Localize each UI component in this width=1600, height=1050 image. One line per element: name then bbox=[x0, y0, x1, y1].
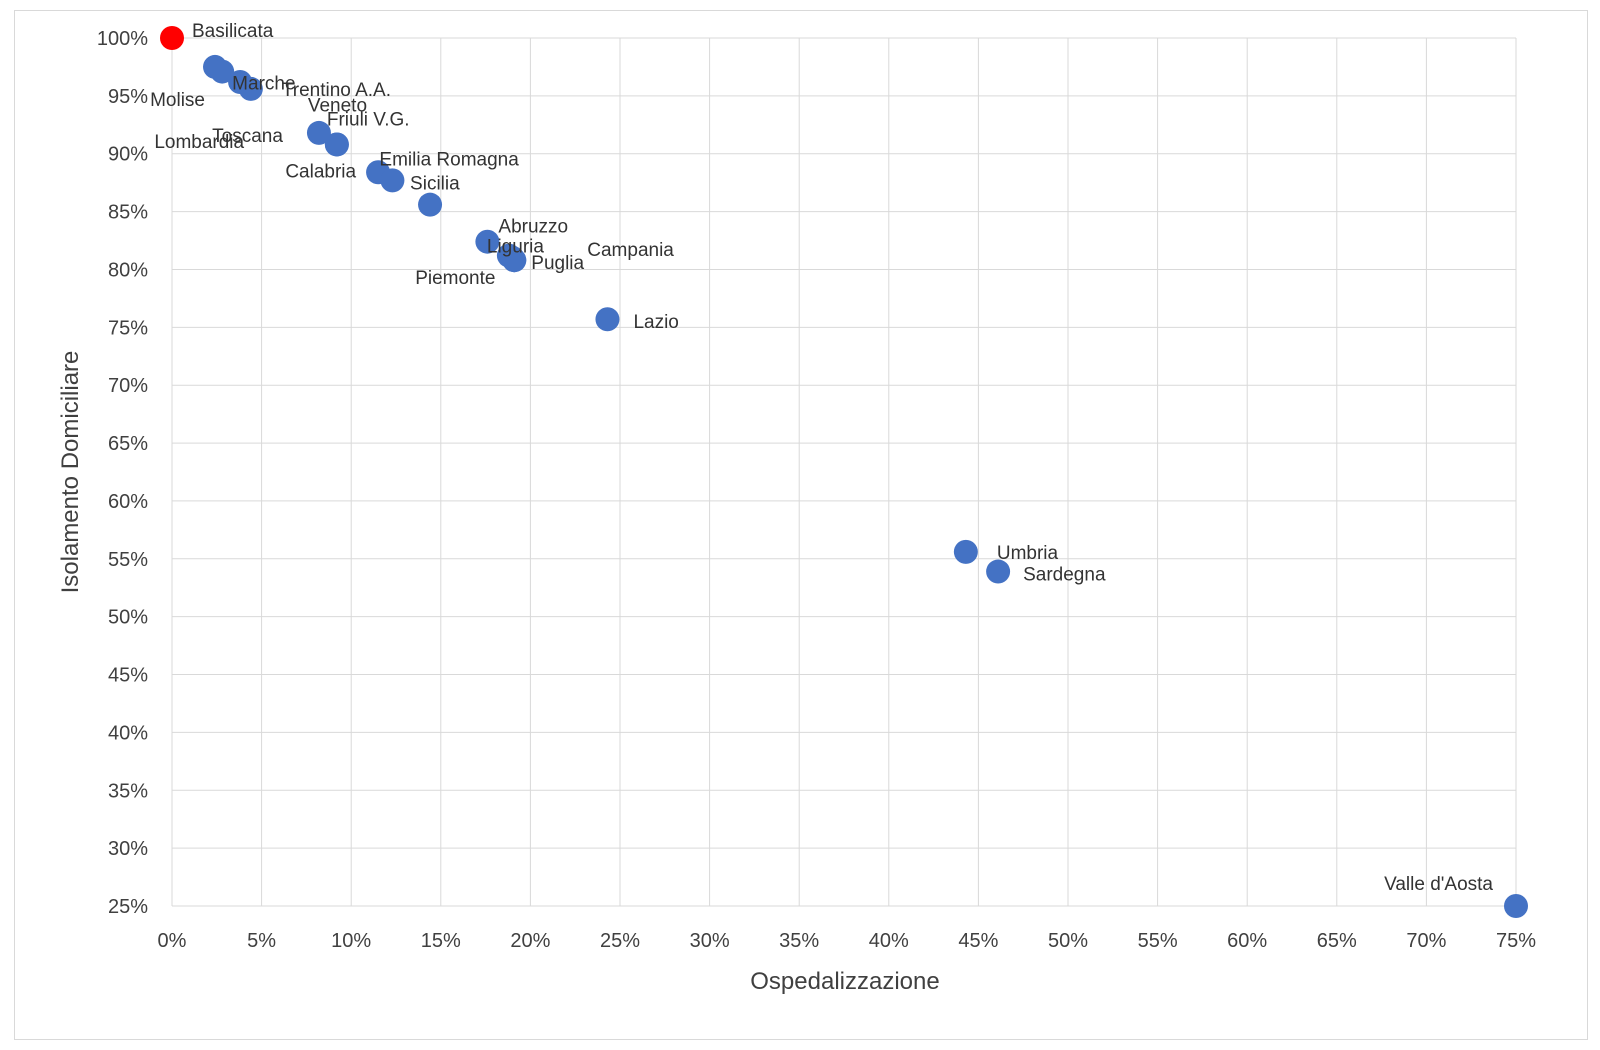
x-axis-ticks: 0% 5% 10% 15% 20% 25% 30% 35% 40% 45% 50% 55% 60% 65%… bbox=[158, 930, 1537, 952]
x-tick-label: 35% bbox=[779, 930, 819, 952]
data-point bbox=[1504, 894, 1528, 918]
y-tick-label: 30% bbox=[108, 838, 148, 860]
x-tick-label: 45% bbox=[958, 930, 998, 952]
data-labels: Basilicata Molise Marche Lombardia Trentino … bbox=[150, 21, 1493, 895]
x-tick-label: 5% bbox=[247, 930, 276, 952]
data-label: Abruzzo bbox=[498, 217, 568, 238]
x-tick-label: 40% bbox=[869, 930, 909, 952]
data-label: Calabria bbox=[285, 161, 356, 182]
data-label: Sicilia bbox=[410, 174, 460, 195]
data-point bbox=[986, 559, 1011, 584]
data-label: Valle d'Aosta bbox=[1384, 874, 1493, 895]
y-tick-label: 35% bbox=[108, 780, 148, 802]
data-point bbox=[324, 132, 349, 157]
data-label: Toscana bbox=[212, 126, 283, 147]
y-tick-label: 85% bbox=[108, 202, 148, 224]
y-axis-ticks: 25% 30% 35% 40% 45% 50% 55% 60% 65% 70% 75% 80% 85% 9… bbox=[97, 28, 148, 918]
x-tick-label: 50% bbox=[1048, 930, 1088, 952]
y-tick-label: 95% bbox=[108, 86, 148, 108]
y-tick-label: 45% bbox=[108, 665, 148, 687]
grid-lines bbox=[171, 37, 1517, 907]
highlighted-data-point bbox=[160, 26, 184, 50]
x-tick-label: 30% bbox=[690, 930, 730, 952]
y-tick-label: 75% bbox=[108, 317, 148, 339]
data-label: Veneto bbox=[308, 95, 367, 116]
x-tick-label: 25% bbox=[600, 930, 640, 952]
y-tick-label: 25% bbox=[108, 896, 148, 918]
x-tick-label: 55% bbox=[1138, 930, 1178, 952]
y-tick-label: 40% bbox=[108, 722, 148, 744]
data-point bbox=[953, 539, 978, 564]
data-point bbox=[595, 307, 620, 332]
y-tick-label: 55% bbox=[108, 549, 148, 571]
data-point bbox=[210, 59, 235, 84]
y-tick-label: 65% bbox=[108, 433, 148, 455]
y-tick-label: 60% bbox=[108, 491, 148, 513]
data-point bbox=[306, 120, 331, 145]
data-point bbox=[380, 168, 405, 193]
data-point bbox=[238, 76, 263, 101]
x-axis-title: Ospedalizzazione bbox=[750, 968, 939, 995]
data-label: Trentino A.A. bbox=[282, 80, 391, 101]
data-label: Lombardia bbox=[154, 132, 244, 153]
data-label: Emilia Romagna bbox=[379, 149, 519, 170]
data-point bbox=[418, 192, 443, 217]
x-tick-label: 60% bbox=[1227, 930, 1267, 952]
data-label: Lazio bbox=[633, 312, 678, 333]
data-label: Sardegna bbox=[1023, 565, 1106, 586]
x-tick-label: 0% bbox=[158, 930, 187, 952]
y-tick-label: 90% bbox=[108, 144, 148, 166]
data-point bbox=[502, 248, 527, 273]
data-point bbox=[475, 229, 500, 254]
data-label: Campania bbox=[587, 240, 674, 261]
chart-frame bbox=[14, 10, 1588, 1040]
data-label: Basilicata bbox=[192, 21, 274, 42]
data-label: Molise bbox=[150, 90, 205, 111]
x-tick-label: 10% bbox=[331, 930, 371, 952]
y-axis-title: Isolamento Domiciliare bbox=[57, 351, 84, 594]
x-tick-label: 20% bbox=[510, 930, 550, 952]
y-tick-label: 70% bbox=[108, 375, 148, 397]
x-tick-label: 15% bbox=[421, 930, 461, 952]
data-label: Piemonte bbox=[415, 268, 495, 289]
data-points bbox=[160, 26, 1528, 918]
x-tick-label: 75% bbox=[1496, 930, 1536, 952]
data-label: Liguria bbox=[487, 237, 544, 258]
data-label: Marche bbox=[232, 74, 295, 95]
data-label: Umbria bbox=[997, 543, 1059, 564]
y-tick-label: 50% bbox=[108, 607, 148, 629]
data-label: Friuli V.G. bbox=[327, 109, 410, 130]
data-label: Puglia bbox=[531, 253, 584, 274]
x-tick-label: 70% bbox=[1406, 930, 1446, 952]
x-tick-label: 65% bbox=[1317, 930, 1357, 952]
y-tick-label: 80% bbox=[108, 259, 148, 281]
y-tick-label: 100% bbox=[97, 28, 148, 50]
